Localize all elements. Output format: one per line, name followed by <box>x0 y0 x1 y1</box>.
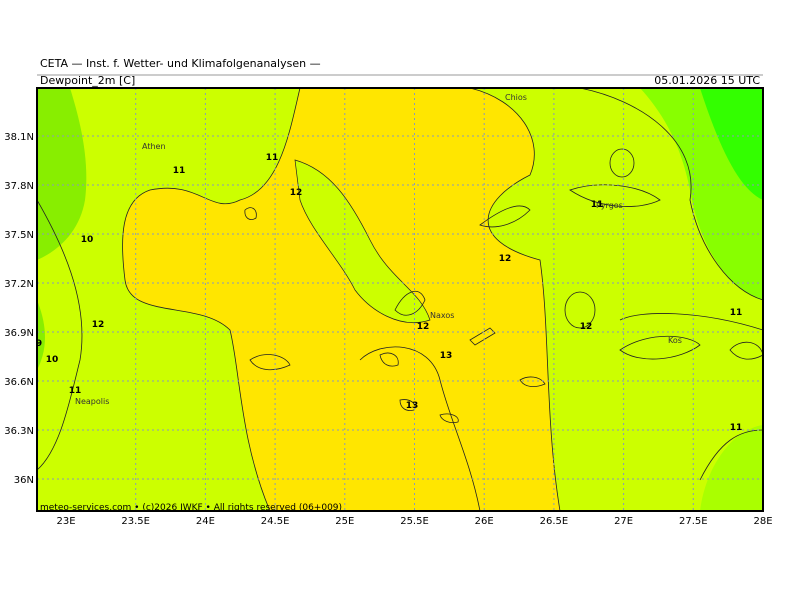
contour-label: 11 <box>173 166 186 176</box>
field-yellow <box>122 88 560 511</box>
contour-label: 13 <box>440 351 453 361</box>
contour-label: 9 <box>36 339 42 349</box>
lon-label: 28E <box>753 516 772 527</box>
footer: meteo-services.com • (c)2026 IWKF • All … <box>40 503 342 513</box>
contour-label: 11 <box>730 423 743 433</box>
contour-label: 12 <box>290 188 303 198</box>
contour-label: 12 <box>417 322 430 332</box>
lat-label: 37.5N <box>4 230 34 241</box>
field-green-west <box>37 88 87 260</box>
field-green-west-2 <box>37 300 45 370</box>
lon-label: 24E <box>196 516 215 527</box>
lat-label: 36.9N <box>4 328 34 339</box>
field-dark-green <box>700 88 763 200</box>
lon-label: 25E <box>335 516 354 527</box>
contour-label: 13 <box>406 401 419 411</box>
place-name: Neapolis <box>75 397 109 406</box>
lon-label: 23E <box>56 516 75 527</box>
place-name: Naxos <box>430 311 454 320</box>
contour-label: 11 <box>69 386 82 396</box>
lon-label: 25.5E <box>400 516 429 527</box>
grid <box>37 88 763 511</box>
field-green-se <box>700 425 763 511</box>
lon-label: 26.5E <box>540 516 569 527</box>
field-lime-island <box>294 159 431 323</box>
institute: CETA — Inst. f. Wetter- und Klimafolgena… <box>40 57 321 70</box>
lon-label: 27E <box>614 516 633 527</box>
place-name: Chios <box>505 93 527 102</box>
place-name: Pyrgos <box>596 201 623 210</box>
lon-label: 26E <box>475 516 494 527</box>
field-name: Dewpoint_2m [C] <box>40 74 135 87</box>
contour-label: 11 <box>266 153 279 163</box>
lon-label: 27.5E <box>679 516 708 527</box>
lat-label: 36.3N <box>4 426 34 437</box>
map-area <box>37 88 763 511</box>
lat-label: 37.8N <box>4 181 34 192</box>
lat-label: 36.6N <box>4 377 34 388</box>
place-name: Athen <box>142 142 166 151</box>
contour-label: 12 <box>92 320 105 330</box>
lat-label: 36N <box>14 475 34 486</box>
valid-time: 05.01.2026 15 UTC <box>654 74 760 87</box>
contour-label: 12 <box>499 254 512 264</box>
lon-label: 24.5E <box>261 516 290 527</box>
contour-label: 11 <box>591 200 604 210</box>
map-frame <box>36 87 764 512</box>
contour-label: 10 <box>81 235 94 245</box>
lat-label: 38.1N <box>4 132 34 143</box>
lat-label: 37.2N <box>4 279 34 290</box>
place-name: Kos <box>668 336 682 345</box>
lon-label: 23.5E <box>121 516 150 527</box>
contour-label: 12 <box>580 322 593 332</box>
contour-label: 10 <box>46 355 59 365</box>
contours <box>37 88 763 511</box>
contour-label: 11 <box>730 308 743 318</box>
